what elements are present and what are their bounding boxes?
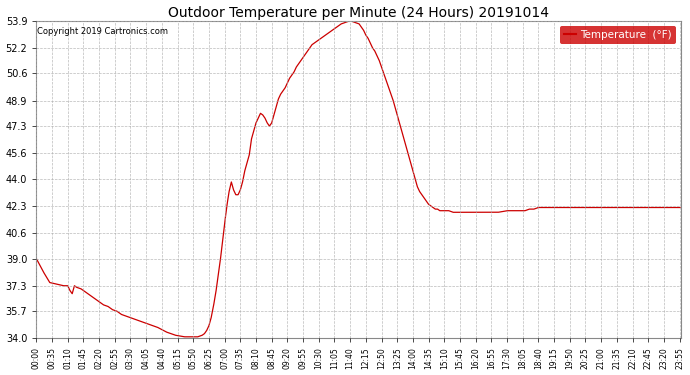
Legend: Temperature  (°F): Temperature (°F) — [560, 26, 676, 44]
Text: Copyright 2019 Cartronics.com: Copyright 2019 Cartronics.com — [37, 27, 168, 36]
Title: Outdoor Temperature per Minute (24 Hours) 20191014: Outdoor Temperature per Minute (24 Hours… — [168, 6, 549, 20]
